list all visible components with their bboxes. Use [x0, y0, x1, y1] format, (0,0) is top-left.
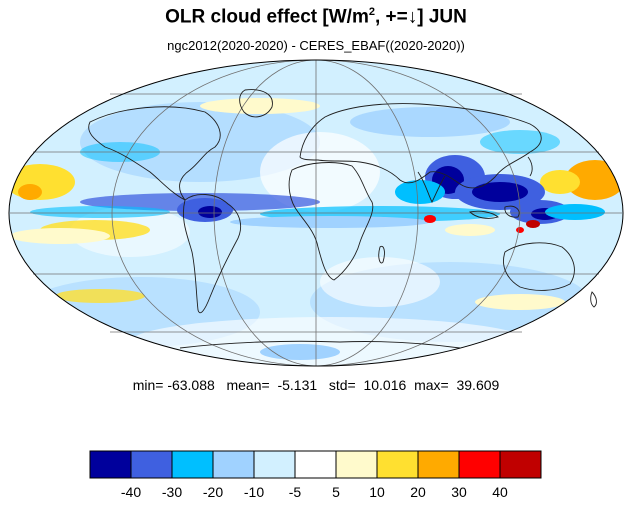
- colorbar-swatch: [417, 450, 460, 479]
- colorbar-tick-label: 5: [332, 484, 340, 500]
- colorbar-tick-label: 20: [410, 484, 426, 500]
- map-border: [8, 59, 624, 367]
- title-rest: , +=↓] JUN: [374, 6, 467, 28]
- colorbar-swatch: [253, 450, 296, 479]
- colorbar-swatch: [294, 450, 337, 479]
- colorbar-swatch: [171, 450, 214, 479]
- colorbar-swatch: [89, 450, 132, 479]
- title-main: OLR cloud effect [W/m: [165, 6, 369, 28]
- colorbar-tick-label: 10: [369, 484, 385, 500]
- stat-std-value: 10.016: [363, 377, 407, 393]
- stat-mean-label: mean=: [226, 377, 270, 393]
- colorbar-swatch: [130, 450, 173, 479]
- stat-std-label: std=: [328, 377, 356, 393]
- stat-max-label: max=: [414, 377, 449, 393]
- world-map: [8, 59, 624, 367]
- graticule: [10, 59, 622, 367]
- colorbar-tick-label: 40: [492, 484, 508, 500]
- colorbar-tick-label: -20: [203, 484, 223, 500]
- statistics-line: min= -63.088 mean= -5.131 std= 10.016 ma…: [0, 377, 632, 393]
- colorbar-swatch: [212, 450, 255, 479]
- colorbar-tick-label: -40: [121, 484, 141, 500]
- colorbar: -40 -30 -20 -10 -5 5 10 20 30 40: [89, 450, 542, 500]
- colorbar-tick-label: -5: [289, 484, 302, 500]
- colorbar-tick-label: -30: [162, 484, 182, 500]
- colorbar-swatch: [376, 450, 419, 479]
- stat-min-label: min=: [132, 377, 164, 393]
- colorbar-tick-label: 30: [451, 484, 467, 500]
- colorbar-tick-label: -10: [244, 484, 264, 500]
- stat-mean-value: -5.131: [277, 377, 318, 393]
- colorbar-swatch: [458, 450, 501, 479]
- plot-title: OLR cloud effect [W/m2, +=↓] JUN: [0, 6, 632, 28]
- title-superscript: 2: [368, 6, 375, 18]
- colorbar-swatch: [335, 450, 378, 479]
- coastlines: [88, 89, 597, 349]
- colorbar-swatch: [499, 450, 542, 479]
- plot-subtitle: ngc2012(2020-2020) - CERES_EBAF((2020-20…: [167, 38, 465, 53]
- stat-max-value: 39.609: [456, 377, 500, 393]
- stat-min-value: -63.088: [167, 377, 215, 393]
